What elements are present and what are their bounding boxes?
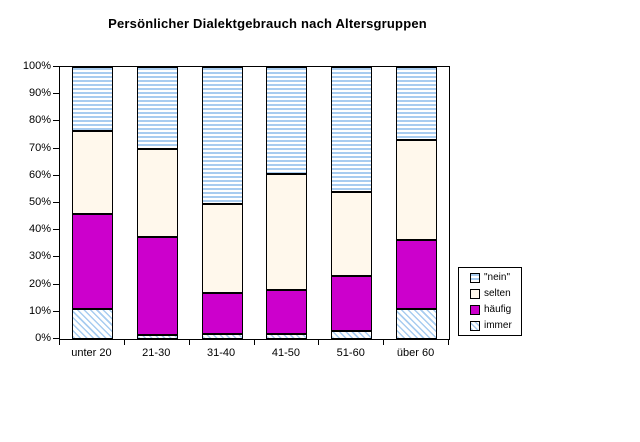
x-axis-tick bbox=[124, 339, 125, 345]
x-category-label: 51-60 bbox=[336, 347, 365, 359]
bar-segment bbox=[331, 192, 373, 277]
bar-segment bbox=[71, 130, 113, 214]
legend-label: immer bbox=[484, 319, 512, 331]
bar-segment bbox=[136, 334, 178, 339]
chart-title: Persönlicher Dialektgebrauch nach Alters… bbox=[108, 16, 427, 31]
bar-segment bbox=[266, 333, 308, 339]
y-tick-label: 80% bbox=[28, 114, 51, 127]
legend-label: selten bbox=[484, 287, 511, 299]
x-category-label: 31-40 bbox=[207, 347, 236, 359]
x-axis-tick bbox=[254, 339, 255, 345]
bar-segment bbox=[201, 67, 243, 205]
y-axis-tick bbox=[53, 202, 59, 203]
bar-segment bbox=[396, 309, 438, 339]
bar-segment bbox=[201, 204, 243, 293]
y-tick-label: 40% bbox=[28, 223, 51, 236]
bar-segment bbox=[71, 213, 113, 310]
bar-segment bbox=[71, 309, 113, 339]
bar-segment bbox=[266, 67, 308, 175]
bar-segment bbox=[201, 333, 243, 339]
x-category-label: 41-50 bbox=[271, 347, 300, 359]
bar-segment bbox=[396, 239, 438, 310]
x-category-label: über 60 bbox=[396, 347, 435, 359]
x-axis-tick bbox=[448, 339, 449, 345]
bar-segment bbox=[136, 237, 178, 335]
y-axis-tick bbox=[53, 256, 59, 258]
x-category-label: 21-30 bbox=[142, 347, 171, 359]
x-axis-tick bbox=[383, 339, 384, 345]
y-tick-label: 10% bbox=[28, 304, 51, 317]
x-axis-tick bbox=[189, 339, 190, 345]
y-axis-tick bbox=[53, 338, 59, 339]
y-tick-label: 90% bbox=[28, 87, 51, 100]
legend-swatch bbox=[470, 304, 480, 315]
plot-area bbox=[59, 66, 450, 340]
y-axis-tick bbox=[53, 229, 59, 231]
bar-segment bbox=[201, 292, 243, 334]
legend-item: selten bbox=[470, 286, 521, 302]
bar-segment bbox=[136, 67, 178, 149]
legend-label: "nein" bbox=[484, 271, 511, 283]
bar-segment bbox=[396, 140, 438, 240]
legend-swatch bbox=[470, 288, 480, 299]
y-axis-tick bbox=[53, 283, 59, 285]
y-axis-tick bbox=[53, 174, 59, 176]
y-tick-label: 20% bbox=[28, 277, 51, 290]
y-axis-tick bbox=[53, 93, 59, 95]
bar-segment bbox=[331, 276, 373, 331]
y-axis-tick bbox=[53, 147, 59, 149]
bar-segment bbox=[266, 174, 308, 290]
y-tick-label: 0% bbox=[35, 332, 51, 344]
y-tick-label: 30% bbox=[28, 250, 51, 263]
y-axis-tick bbox=[53, 66, 59, 67]
y-axis-tick bbox=[53, 120, 59, 122]
bar-segment bbox=[266, 290, 308, 334]
x-axis-tick bbox=[318, 339, 319, 345]
legend-label: häufig bbox=[484, 303, 512, 315]
y-tick-label: 70% bbox=[28, 141, 51, 154]
bar-segment bbox=[71, 67, 113, 131]
x-category-label: unter 20 bbox=[71, 347, 112, 359]
y-tick-label: 60% bbox=[28, 168, 51, 181]
legend-swatch bbox=[470, 272, 480, 283]
x-axis-tick bbox=[59, 339, 60, 345]
legend-item: "nein" bbox=[470, 270, 521, 286]
legend-swatch bbox=[470, 320, 480, 331]
bar-segment bbox=[396, 67, 438, 141]
legend-item: immer bbox=[470, 318, 521, 334]
bar-segment bbox=[331, 330, 373, 339]
legend: "nein" selten häufig immer bbox=[458, 267, 522, 336]
y-tick-label: 50% bbox=[28, 196, 51, 208]
bar-segment bbox=[136, 148, 178, 237]
y-axis-tick bbox=[53, 310, 59, 312]
bar-segment bbox=[331, 67, 373, 193]
legend-item: häufig bbox=[470, 302, 521, 318]
y-tick-label: 100% bbox=[22, 60, 51, 72]
